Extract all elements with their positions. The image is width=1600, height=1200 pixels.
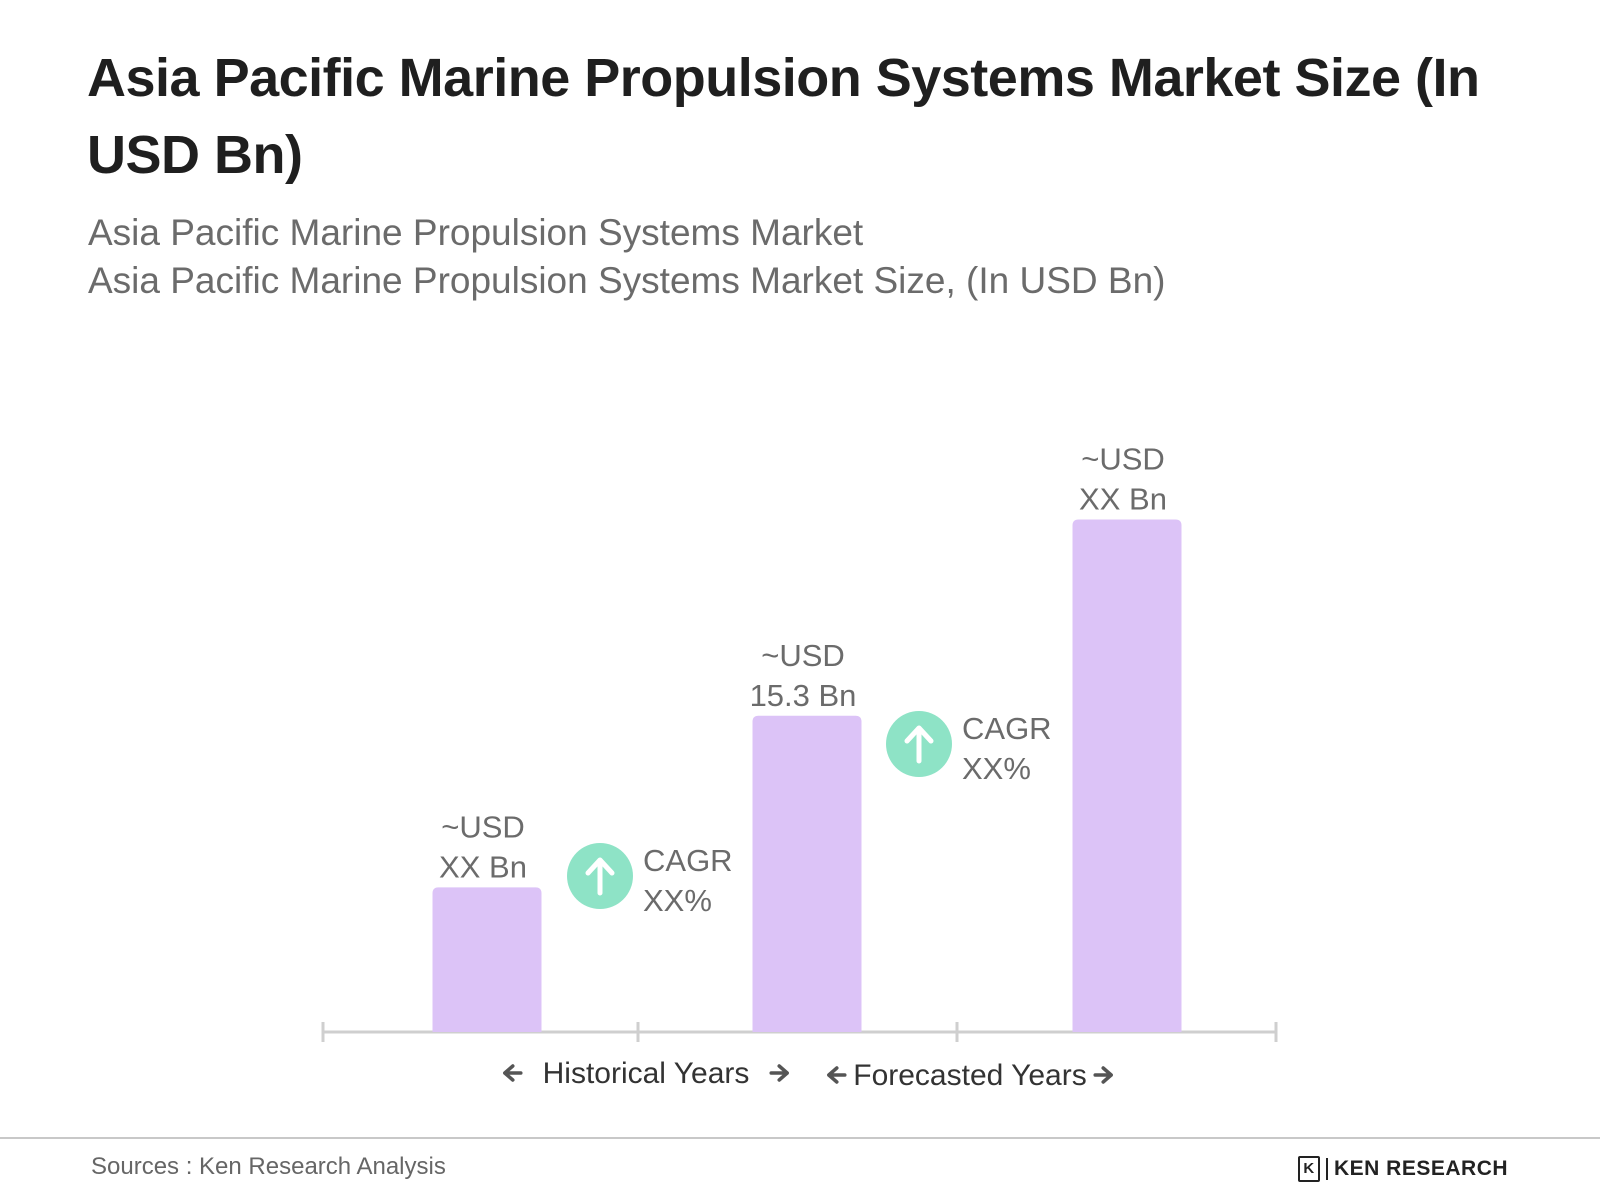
cagr-arrow-glyph-1 xyxy=(904,725,934,764)
period-left-arrow-icon-0 xyxy=(503,1064,523,1082)
cagr-label-1: CAGR xyxy=(962,711,1052,746)
brand-logo: K KEN RESEARCH xyxy=(1298,1156,1508,1182)
period-right-arrow-icon-1 xyxy=(1093,1066,1113,1084)
bar-value-label-2-line1: ~USD xyxy=(1081,441,1165,476)
cagr-arrow-glyph-0 xyxy=(585,857,615,896)
chart-title: Asia Pacific Marine Propulsion Systems M… xyxy=(87,48,1480,185)
chart-subtitle-line1: Asia Pacific Marine Propulsion Systems M… xyxy=(88,212,864,253)
bar-value-label-2-line2: XX Bn xyxy=(1079,481,1167,516)
ken-research-logo-icon: K xyxy=(1298,1156,1320,1182)
chart-subtitle-line2: Asia Pacific Marine Propulsion Systems M… xyxy=(88,260,1166,301)
cagr-label-0: CAGR xyxy=(643,843,733,878)
source-note: Sources : Ken Research Analysis xyxy=(91,1153,446,1180)
bar-chart: ~USD XX Bn ~USD 15.3 Bn ~USD XX Bn CAGR XX% CAGR… xyxy=(321,441,1278,1092)
bar-value-label-0-line1: ~USD xyxy=(441,809,525,844)
bar-2 xyxy=(1072,519,1182,1032)
bar-value-label-1-line1: ~USD xyxy=(761,638,845,673)
footer-divider xyxy=(0,1137,1600,1139)
period-label-1: Forecasted Years xyxy=(853,1059,1086,1092)
period-left-arrow-icon-1 xyxy=(827,1066,847,1084)
brand-divider xyxy=(1326,1158,1328,1180)
period-right-arrow-icon-0 xyxy=(769,1064,789,1082)
bar-value-label-0-line2: XX Bn xyxy=(439,849,527,884)
bar-1 xyxy=(752,715,862,1032)
cagr-value-0: XX% xyxy=(643,883,712,918)
brand-name: KEN RESEARCH xyxy=(1334,1157,1509,1180)
bar-0 xyxy=(432,887,542,1032)
period-label-0: Historical Years xyxy=(543,1057,750,1090)
cagr-value-1: XX% xyxy=(962,751,1031,786)
bar-value-label-1-line2: 15.3 Bn xyxy=(750,678,857,713)
